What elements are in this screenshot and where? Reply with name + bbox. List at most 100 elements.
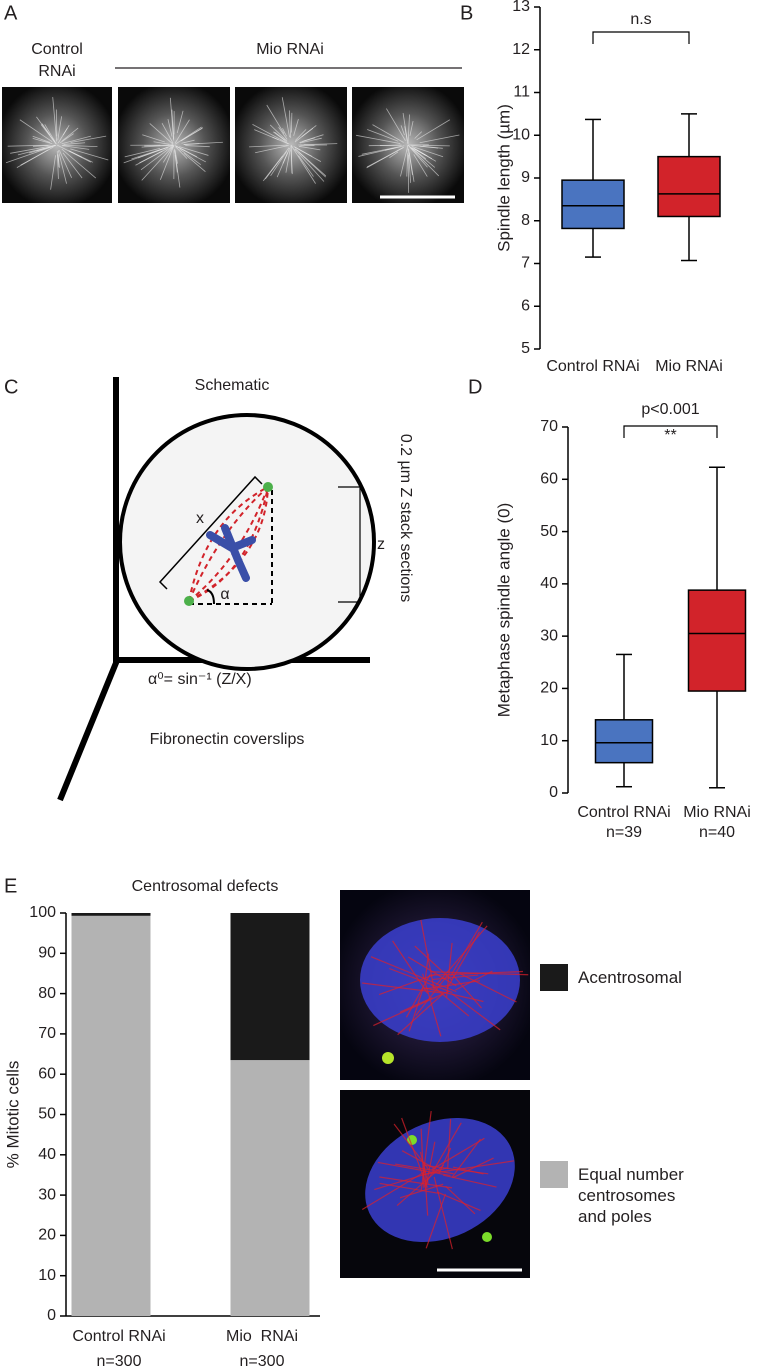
streak bbox=[423, 980, 480, 990]
streak bbox=[290, 112, 293, 133]
streak bbox=[294, 148, 325, 182]
n-label: n=300 bbox=[97, 1353, 142, 1370]
streak bbox=[379, 1176, 453, 1189]
streak bbox=[17, 147, 45, 156]
streak bbox=[435, 925, 488, 986]
y-tick-label: 6 bbox=[521, 297, 530, 314]
y-tick-label: 5 bbox=[521, 340, 530, 357]
box bbox=[594, 719, 654, 764]
streak bbox=[141, 144, 174, 148]
group-label: Mio RNAi bbox=[256, 41, 324, 58]
streak bbox=[285, 149, 291, 173]
streak bbox=[249, 144, 288, 148]
category-label: Control RNAi bbox=[546, 358, 639, 375]
streak bbox=[420, 1128, 425, 1189]
streak bbox=[299, 137, 322, 144]
streak bbox=[420, 1111, 432, 1191]
category-label: Control RNAi bbox=[577, 804, 670, 821]
streak bbox=[362, 982, 444, 994]
bar-segment bbox=[230, 1060, 310, 1316]
streak bbox=[386, 108, 406, 141]
streak bbox=[262, 155, 283, 182]
streak bbox=[407, 144, 440, 177]
streak bbox=[141, 145, 174, 181]
streak bbox=[270, 151, 288, 177]
streak bbox=[407, 148, 410, 193]
streak bbox=[266, 104, 285, 134]
streak bbox=[59, 133, 74, 144]
annotation: p<0.001 bbox=[641, 401, 699, 418]
streak bbox=[62, 144, 98, 148]
streak bbox=[176, 110, 184, 134]
streak bbox=[294, 128, 314, 143]
panel-letter: C bbox=[4, 376, 18, 398]
streak bbox=[367, 129, 399, 142]
y-tick-label: 50 bbox=[540, 523, 558, 540]
y-tick-label: 11 bbox=[513, 84, 530, 101]
streak bbox=[410, 147, 436, 168]
y-tick-label: 90 bbox=[38, 945, 56, 962]
streak bbox=[294, 148, 327, 177]
streak bbox=[447, 1119, 452, 1170]
streak bbox=[451, 993, 501, 1031]
streak bbox=[373, 990, 450, 1027]
box bbox=[561, 179, 625, 230]
y-tick-label: 10 bbox=[38, 1267, 56, 1284]
streak bbox=[70, 135, 107, 143]
bar-segment bbox=[230, 913, 310, 1061]
streak bbox=[62, 125, 70, 136]
streak bbox=[62, 127, 79, 142]
streak bbox=[407, 114, 410, 145]
streak bbox=[408, 154, 412, 183]
streak bbox=[425, 1193, 447, 1249]
streak bbox=[299, 137, 315, 143]
streak bbox=[282, 128, 287, 137]
streak bbox=[269, 124, 288, 142]
legend-item: Equal number centrosomes and poles bbox=[578, 1165, 684, 1226]
y-tick-label: 80 bbox=[38, 985, 56, 1002]
n-label: n=39 bbox=[606, 824, 642, 841]
legend-label: Acentrosomal bbox=[578, 968, 682, 987]
streak bbox=[5, 145, 56, 164]
streak bbox=[445, 942, 453, 998]
streak bbox=[142, 134, 165, 143]
streak bbox=[62, 152, 83, 179]
streak bbox=[405, 974, 431, 1018]
streak bbox=[368, 144, 402, 147]
y-tick-label: 70 bbox=[540, 418, 558, 435]
streak bbox=[396, 1164, 445, 1207]
y-tick-label: 50 bbox=[38, 1106, 56, 1123]
streak bbox=[384, 147, 396, 151]
y-tick-label: 12 bbox=[512, 41, 530, 58]
streak bbox=[452, 1157, 494, 1179]
streak bbox=[422, 144, 450, 147]
streak bbox=[58, 150, 73, 178]
category-label: Control RNAi bbox=[72, 1328, 165, 1345]
annotation: n.s bbox=[630, 11, 651, 28]
group-label: RNAi bbox=[38, 63, 75, 80]
y-tick-label: 0 bbox=[549, 784, 558, 801]
streak bbox=[416, 119, 451, 141]
streak bbox=[404, 126, 408, 141]
streak bbox=[32, 137, 53, 145]
label: z bbox=[377, 536, 385, 553]
y-tick-label: 100 bbox=[29, 904, 56, 921]
y-tick-label: 40 bbox=[38, 1146, 56, 1163]
annotation: ** bbox=[664, 427, 676, 444]
streak bbox=[252, 124, 290, 145]
streak bbox=[70, 148, 109, 161]
streak bbox=[44, 124, 56, 142]
group-label: Control bbox=[31, 41, 83, 58]
n-label: n=40 bbox=[699, 824, 735, 841]
streak bbox=[179, 146, 209, 156]
panel-letter: E bbox=[4, 875, 17, 897]
streak bbox=[298, 145, 321, 151]
streak bbox=[361, 145, 405, 155]
y-tick-label: 13 bbox=[512, 0, 530, 15]
streak bbox=[413, 148, 426, 156]
streak bbox=[124, 147, 161, 158]
n-label: n=300 bbox=[240, 1353, 285, 1370]
streak bbox=[171, 109, 175, 139]
streak bbox=[56, 150, 59, 179]
